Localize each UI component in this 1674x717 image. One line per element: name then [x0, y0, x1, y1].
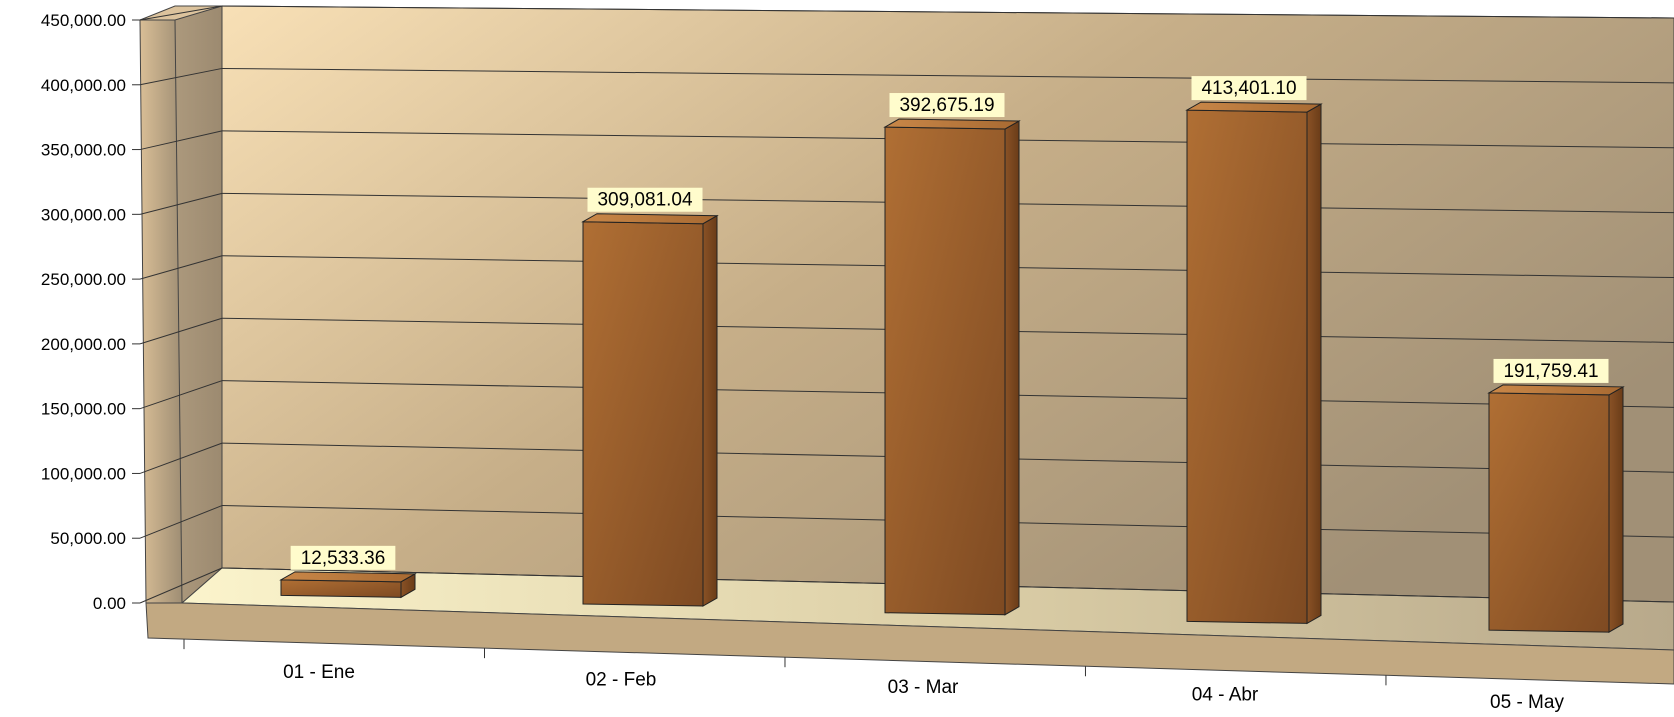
side-gridline: [139, 192, 223, 215]
data-label-bg: [889, 93, 1005, 118]
side-gridline: [139, 380, 223, 410]
side-gridline: [139, 567, 223, 604]
x-tick-label: 03 - Mar: [888, 677, 959, 698]
bar-3: [883, 118, 1021, 616]
data-label-text: 12,533.36: [301, 548, 386, 569]
data-labels: 12,533.36 309,081.04 392,675.19 413,401.10 1…: [290, 76, 1609, 570]
bar-front: [582, 221, 704, 607]
x-tick-label: 04 - Abr: [1192, 685, 1259, 706]
data-label-2: 309,081.04: [587, 187, 703, 212]
side-gridline: [139, 505, 223, 539]
side-gridline: [139, 317, 223, 345]
y-tick-label: 450,000.00: [41, 11, 126, 30]
bar-top: [1185, 101, 1323, 113]
y-tick-label: 100,000.00: [41, 464, 126, 483]
x-tick-label: 05 - May: [1490, 692, 1564, 713]
bar-side: [1306, 103, 1322, 625]
data-label-5: 191,759.41: [1493, 358, 1609, 383]
side-gridline: [139, 442, 223, 474]
data-label-1: 12,533.36: [290, 545, 396, 570]
data-label-3: 392,675.19: [889, 93, 1005, 118]
data-label-4: 413,401.10: [1191, 76, 1307, 101]
bar-2: [581, 213, 719, 607]
y-tick-label: 300,000.00: [41, 205, 126, 224]
side-gridline: [139, 255, 223, 280]
bar-5: [1487, 384, 1625, 633]
bar-front: [884, 126, 1006, 616]
gridline: [221, 5, 1674, 19]
x-axis: 01 - Ene 02 - Feb 03 - Mar 04 - Abr 05 - May: [183, 639, 1564, 713]
data-label-text: 309,081.04: [597, 190, 693, 211]
data-label-bg: [587, 187, 703, 212]
side-gridline: [139, 67, 223, 86]
bar-front: [1186, 109, 1308, 624]
bar-top: [1487, 384, 1625, 396]
side-gridline: [139, 5, 223, 21]
y-tick-label: 150,000.00: [41, 400, 126, 419]
data-label-bg: [1493, 358, 1609, 383]
gridline: [221, 67, 1674, 84]
y-tick-label: 350,000.00: [41, 141, 126, 160]
bars: [279, 101, 1625, 633]
bar-side: [1004, 120, 1020, 616]
y-tick-label: 200,000.00: [41, 335, 126, 354]
bar-top: [581, 213, 719, 225]
y-tick-label: 50,000.00: [50, 529, 126, 548]
bar-front: [280, 579, 402, 598]
data-label-text: 191,759.41: [1503, 361, 1598, 382]
bar-top: [883, 118, 1021, 130]
y-tick-label: 400,000.00: [41, 76, 126, 95]
data-label-bg: [290, 545, 396, 570]
bar-side: [702, 214, 718, 607]
x-tick-label: 01 - Ene: [283, 662, 355, 683]
side-gridline: [139, 130, 223, 151]
bar-4: [1185, 101, 1323, 625]
bar-top: [279, 571, 417, 583]
bar-front: [1488, 392, 1610, 633]
bar-1: [279, 571, 417, 599]
floor-edge: [145, 602, 1674, 685]
x-tick-label: 02 - Feb: [586, 670, 657, 691]
bar-side: [1608, 386, 1624, 633]
y-tick-label: 0.00: [93, 594, 126, 613]
data-label-text: 413,401.10: [1201, 78, 1296, 99]
data-label-text: 392,675.19: [899, 95, 994, 116]
side-strip-front: [139, 19, 183, 604]
data-label-bg: [1191, 76, 1307, 101]
y-axis: 0.00 50,000.00 100,000.00 150,000.00 200,000…: [41, 11, 140, 613]
y-tick-label: 250,000.00: [41, 270, 126, 289]
